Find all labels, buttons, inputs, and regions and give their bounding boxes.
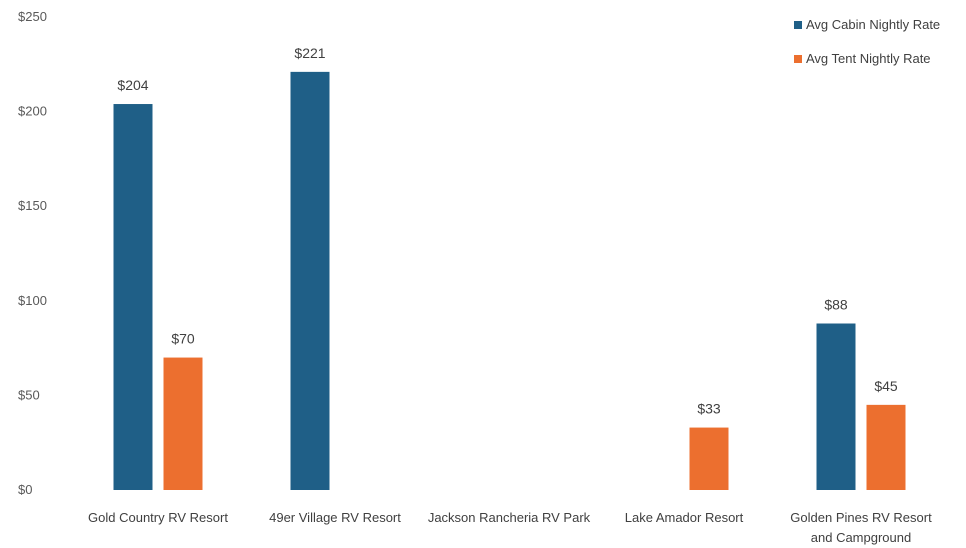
x-axis: Gold Country RV Resort 49er Village RV Re…: [88, 510, 932, 545]
legend-swatch: [794, 21, 802, 29]
x-tick-label: Jackson Rancheria RV Park: [428, 510, 591, 525]
data-label: $33: [697, 401, 721, 417]
legend: Avg Cabin Nightly Rate Avg Tent Nightly R…: [794, 17, 940, 66]
y-tick-label: $250: [18, 9, 47, 24]
x-tick-label: 49er Village RV Resort: [269, 510, 401, 525]
data-label: $204: [117, 77, 148, 93]
data-label: $45: [874, 378, 898, 394]
bars: [113, 71, 906, 491]
legend-label: Avg Cabin Nightly Rate: [806, 17, 940, 32]
x-tick-label: and Campground: [811, 530, 911, 545]
y-tick-label: $50: [18, 387, 40, 402]
legend-label: Avg Tent Nightly Rate: [806, 51, 931, 66]
x-tick-label: Golden Pines RV Resort: [790, 510, 932, 525]
bar: [816, 323, 856, 490]
y-tick-label: $100: [18, 293, 47, 308]
y-tick-label: $150: [18, 198, 47, 213]
data-label: $221: [294, 45, 325, 61]
bar: [163, 357, 203, 490]
y-tick-label: $200: [18, 104, 47, 119]
data-label: $70: [171, 331, 195, 347]
legend-swatch: [794, 55, 802, 63]
y-tick-label: $0: [18, 482, 32, 497]
y-axis: $0 $50 $100 $150 $200 $250: [18, 9, 47, 497]
data-labels: $204 $221 $88 $70 $33 $45: [117, 45, 897, 417]
bar: [113, 104, 153, 491]
x-tick-label: Lake Amador Resort: [625, 510, 744, 525]
x-tick-label: Gold Country RV Resort: [88, 510, 228, 525]
bar: [689, 427, 729, 490]
bar: [290, 71, 330, 491]
bar: [866, 404, 906, 490]
data-label: $88: [824, 297, 848, 313]
